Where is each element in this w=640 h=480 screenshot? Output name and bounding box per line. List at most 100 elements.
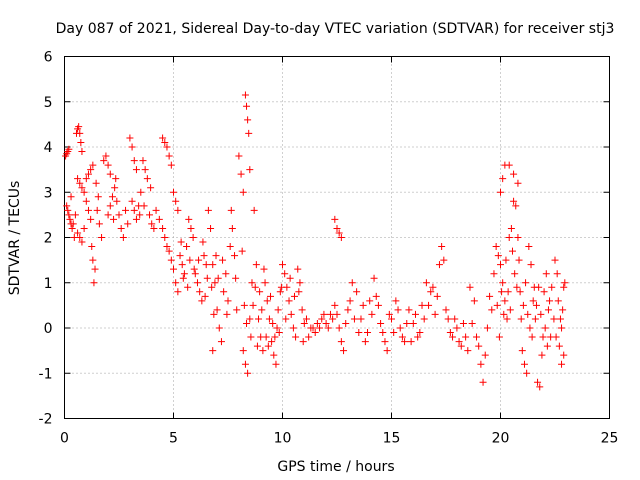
y-tick-label: -1: [39, 366, 53, 382]
data-point: [368, 310, 376, 318]
data-point: [552, 333, 560, 341]
data-point: [475, 342, 483, 350]
data-point: [241, 360, 249, 368]
data-point: [113, 197, 121, 205]
data-point: [531, 315, 539, 323]
data-point: [505, 161, 513, 169]
data-point: [355, 329, 363, 337]
data-point: [285, 297, 293, 305]
data-point: [252, 261, 260, 269]
data-point: [361, 338, 369, 346]
data-point: [543, 342, 551, 350]
data-point: [481, 351, 489, 359]
data-point: [514, 179, 522, 187]
data-point: [534, 378, 542, 386]
data-point: [503, 315, 511, 323]
x-tick-label: 5: [169, 431, 178, 447]
data-point: [403, 319, 411, 327]
data-point: [246, 315, 254, 323]
data-point: [187, 224, 195, 232]
data-point: [289, 324, 297, 332]
data-point: [177, 238, 185, 246]
data-point: [518, 347, 526, 355]
data-point: [66, 215, 74, 223]
data-point: [287, 310, 295, 318]
data-point: [322, 319, 330, 327]
data-point: [269, 319, 277, 327]
data-point: [170, 265, 177, 273]
data-point: [82, 175, 90, 183]
data-point: [89, 161, 97, 169]
data-point: [217, 338, 225, 346]
data-point: [520, 360, 528, 368]
data-point: [295, 288, 303, 296]
y-tick-label: 2: [44, 231, 53, 247]
data-point: [179, 274, 187, 282]
data-point: [136, 211, 144, 219]
data-point: [226, 243, 234, 251]
data-point: [202, 261, 210, 269]
data-point: [497, 261, 504, 269]
data-point: [451, 315, 459, 323]
data-point: [117, 224, 125, 232]
data-point: [528, 333, 536, 341]
data-point: [379, 329, 387, 337]
data-point: [273, 324, 281, 332]
data-point: [316, 324, 324, 332]
data-point: [128, 143, 136, 151]
data-point: [95, 220, 103, 228]
data-point: [212, 252, 220, 260]
data-point: [201, 292, 209, 300]
data-point: [210, 310, 218, 318]
x-axis-label: GPS time / hours: [277, 459, 394, 475]
data-point: [560, 351, 568, 359]
data-point: [483, 324, 491, 332]
y-tick-label: 6: [44, 50, 53, 66]
data-point: [296, 279, 304, 287]
data-point: [279, 261, 286, 269]
data-point: [411, 310, 419, 318]
data-point: [64, 206, 72, 214]
data-point: [213, 306, 221, 314]
data-point: [335, 229, 343, 237]
data-point: [74, 175, 82, 183]
data-point: [560, 283, 568, 291]
data-point: [67, 193, 75, 201]
data-point: [260, 265, 268, 273]
data-point: [409, 319, 417, 327]
x-tick-label: 20: [492, 431, 510, 447]
data-point: [204, 206, 212, 214]
data-point: [305, 333, 313, 341]
x-tick-label: 10: [274, 431, 292, 447]
data-point: [183, 243, 191, 251]
data-point: [286, 274, 294, 282]
data-point: [140, 202, 148, 210]
data-point: [172, 279, 180, 287]
data-point: [272, 360, 280, 368]
data-point: [490, 270, 498, 278]
data-point: [270, 351, 278, 359]
data-point: [87, 215, 95, 223]
data-point: [76, 179, 84, 187]
data-point: [501, 297, 509, 305]
data-point: [366, 297, 374, 305]
data-point: [245, 129, 253, 137]
data-point: [550, 315, 558, 323]
data-point: [239, 347, 247, 355]
data-point: [486, 292, 494, 300]
data-point: [104, 161, 112, 169]
data-point: [457, 342, 465, 350]
data-point: [200, 252, 208, 260]
data-point: [78, 238, 86, 246]
data-point: [265, 315, 273, 323]
data-point: [93, 206, 101, 214]
data-point: [396, 324, 404, 332]
data-point: [199, 238, 207, 246]
data-point: [536, 383, 544, 391]
data-point: [152, 206, 160, 214]
data-point: [126, 134, 134, 142]
data-point: [477, 360, 485, 368]
data-point: [425, 301, 433, 309]
data-point: [337, 338, 345, 346]
data-point: [271, 333, 279, 341]
